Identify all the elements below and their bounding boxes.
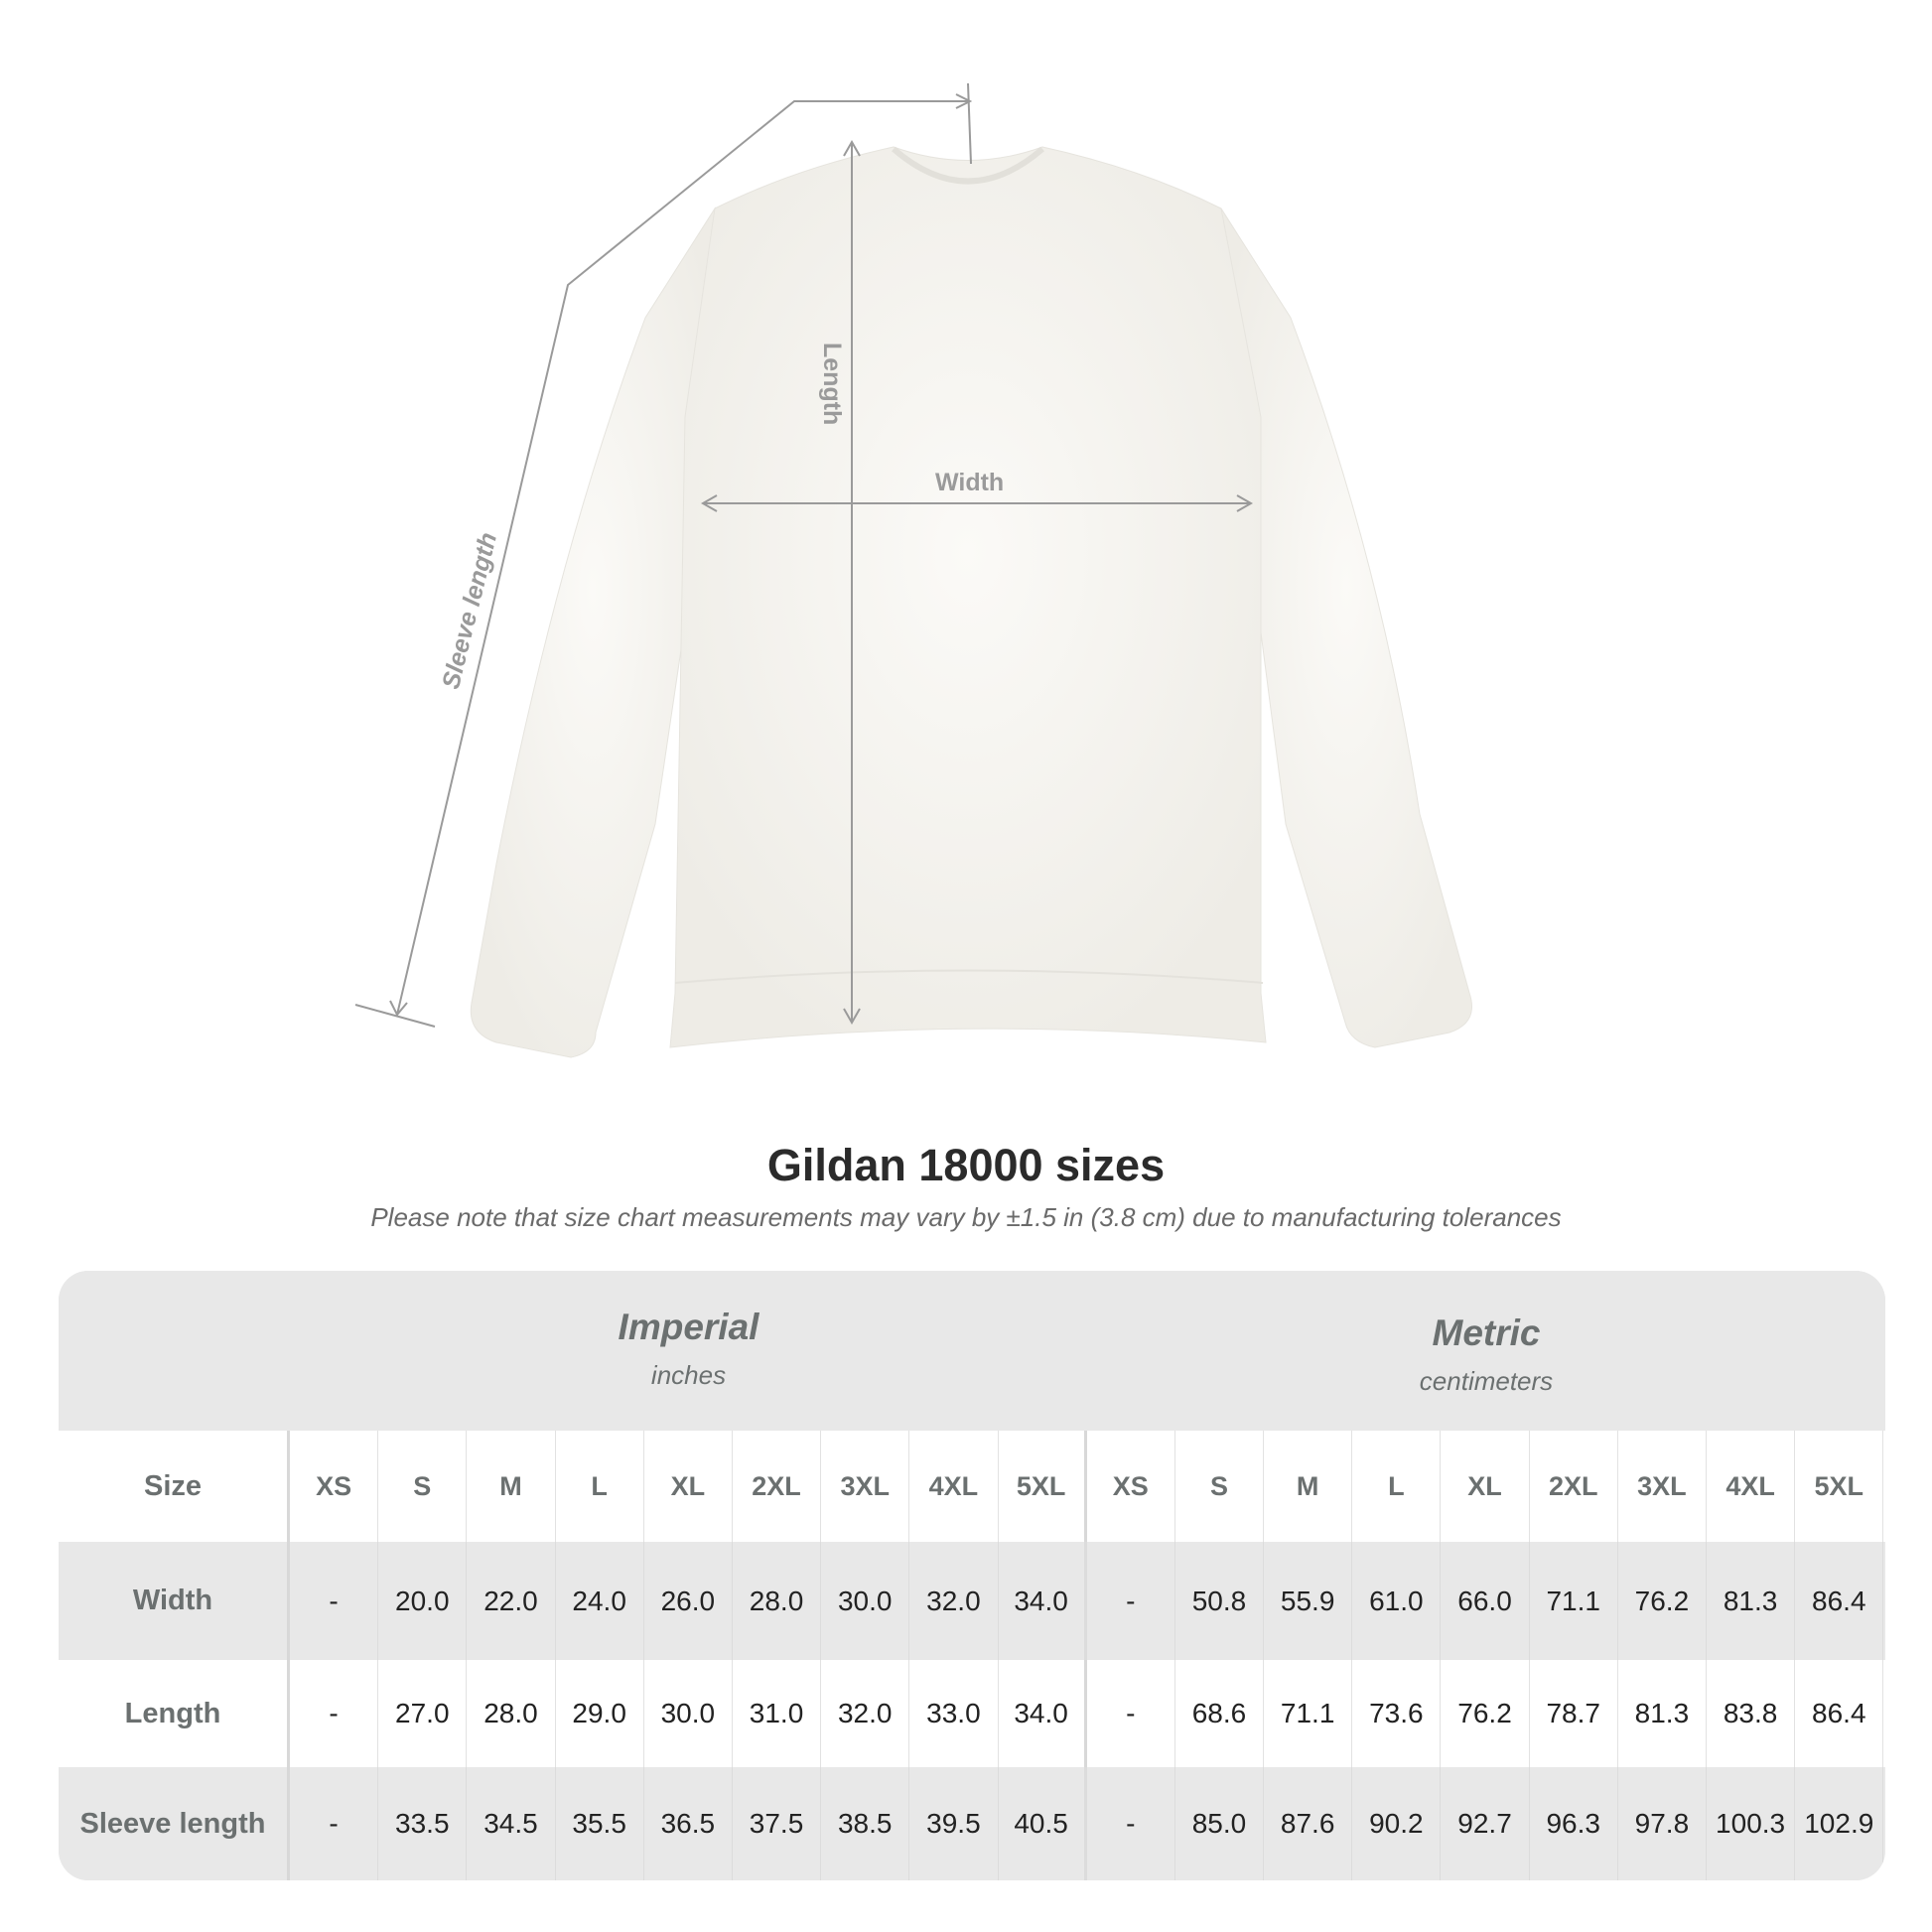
imperial-group: Imperial inches	[290, 1307, 1087, 1391]
size-imperial-2xl: 2XL	[733, 1431, 822, 1542]
size-imperial-l: L	[556, 1431, 644, 1542]
table-row-length: Length -27.0 28.0 29.0 30.0 31.0 32.0 33.0 34.0-…	[59, 1660, 1885, 1767]
table-cell: 76.2	[1618, 1542, 1707, 1660]
size-table: Imperial inches Metric centimeters Size X…	[59, 1271, 1885, 1880]
size-imperial-s: S	[378, 1431, 468, 1542]
imperial-unit: inches	[650, 1360, 727, 1390]
table-cell: -	[1087, 1542, 1175, 1660]
size-imperial-m: M	[467, 1431, 556, 1542]
table-cell: 50.8	[1175, 1542, 1265, 1660]
table-cell: 55.9	[1264, 1542, 1353, 1660]
table-cell: 37.5	[733, 1767, 822, 1880]
table-cell: 71.1	[1264, 1660, 1353, 1767]
table-cell: 61.0	[1352, 1542, 1442, 1660]
size-metric-xl: XL	[1441, 1431, 1530, 1542]
table-cell: 85.0	[1175, 1767, 1265, 1880]
table-cell: 31.0	[733, 1660, 822, 1767]
table-row-sleeve-length: Sleeve length -33.5 34.5 35.5 36.5 37.5 38.5 39…	[59, 1767, 1885, 1880]
page-title: Gildan 18000 sizes	[766, 1140, 1166, 1190]
table-cell: 83.8	[1707, 1660, 1796, 1767]
row-label: Sleeve length	[59, 1767, 290, 1880]
metric-unit: centimeters	[1419, 1366, 1554, 1396]
table-cell: 20.0	[378, 1542, 468, 1660]
table-cell: 33.5	[378, 1767, 468, 1880]
table-row-width: Width -20.0 22.0 24.0 26.0 28.0 30.0 32.0 34.0-5…	[59, 1542, 1885, 1660]
size-header-row: Size XS S M L XL 2XL 3XL 4XL 5XL XS S M L XL 2XL 3XL 4XL 5…	[59, 1431, 1885, 1542]
table-cell: 32.0	[821, 1660, 910, 1767]
table-cell: 68.6	[1175, 1660, 1265, 1767]
table-cell: 34.5	[467, 1767, 556, 1880]
table-cell: 73.6	[1352, 1660, 1442, 1767]
metric-group: Metric centimeters	[1087, 1312, 1885, 1397]
table-cell: 78.7	[1530, 1660, 1618, 1767]
table-cell: -	[290, 1767, 379, 1880]
size-metric-m: M	[1264, 1431, 1353, 1542]
size-imperial-3xl: 3XL	[821, 1431, 910, 1542]
size-imperial-xl: XL	[644, 1431, 733, 1542]
width-label: Width	[935, 469, 1005, 496]
size-imperial-4xl: 4XL	[909, 1431, 999, 1542]
metric-heading: Metric	[1432, 1312, 1541, 1353]
table-cell: 90.2	[1352, 1767, 1442, 1880]
table-cell: 38.5	[821, 1767, 910, 1880]
sweatshirt-diagram	[354, 82, 1472, 1058]
table-cell: 29.0	[556, 1660, 644, 1767]
table-cell: 96.3	[1530, 1767, 1618, 1880]
size-metric-3xl: 3XL	[1618, 1431, 1707, 1542]
table-cell: 30.0	[821, 1542, 910, 1660]
table-cell: -	[290, 1542, 379, 1660]
table-cell: 100.3	[1707, 1767, 1796, 1880]
table-cell: 71.1	[1530, 1542, 1618, 1660]
size-imperial-5xl: 5XL	[999, 1431, 1087, 1542]
table-cell: 27.0	[378, 1660, 468, 1767]
table-cell: 30.0	[644, 1660, 733, 1767]
left-sleeve	[470, 207, 716, 1058]
table-cell: 66.0	[1441, 1542, 1530, 1660]
table-cell: 34.0	[999, 1660, 1087, 1767]
size-metric-l: L	[1352, 1431, 1442, 1542]
table-cell: 28.0	[733, 1542, 822, 1660]
table-cell: 40.5	[999, 1767, 1087, 1880]
table-cell: 32.0	[909, 1542, 999, 1660]
table-cell: -	[1087, 1660, 1175, 1767]
measurement-lines	[354, 82, 1254, 1028]
size-metric-s: S	[1175, 1431, 1265, 1542]
tolerance-note: Please note that size chart measurements…	[370, 1202, 1562, 1232]
size-metric-5xl: 5XL	[1795, 1431, 1884, 1542]
table-cell: 81.3	[1707, 1542, 1796, 1660]
table-cell: 81.3	[1618, 1660, 1707, 1767]
sweatshirt-body	[669, 146, 1267, 1048]
table-cell: 22.0	[467, 1542, 556, 1660]
table-cell: -	[290, 1660, 379, 1767]
table-cell: 24.0	[556, 1542, 644, 1660]
table-cell: 92.7	[1441, 1767, 1530, 1880]
table-cell: 76.2	[1441, 1660, 1530, 1767]
table-cell: 87.6	[1264, 1767, 1353, 1880]
row-label: Width	[59, 1542, 290, 1660]
waistband	[674, 969, 1264, 984]
table-cell: 102.9	[1795, 1767, 1884, 1880]
row-label: Length	[59, 1660, 290, 1767]
table-cell: 86.4	[1795, 1660, 1884, 1767]
unit-header: Imperial inches Metric centimeters	[59, 1271, 1885, 1431]
table-cell: 39.5	[909, 1767, 999, 1880]
imperial-heading: Imperial	[618, 1307, 759, 1347]
table-cell: -	[1087, 1767, 1175, 1880]
size-metric-xs: XS	[1087, 1431, 1175, 1542]
right-sleeve	[1220, 207, 1472, 1048]
size-metric-4xl: 4XL	[1707, 1431, 1796, 1542]
collar	[892, 146, 1044, 185]
size-imperial-xs: XS	[290, 1431, 379, 1542]
size-metric-2xl: 2XL	[1530, 1431, 1618, 1542]
table-cell: 28.0	[467, 1660, 556, 1767]
length-label: Length	[818, 343, 846, 426]
table-cell: 33.0	[909, 1660, 999, 1767]
table-cell: 34.0	[999, 1542, 1087, 1660]
size-label: Size	[59, 1431, 290, 1542]
table-cell: 97.8	[1618, 1767, 1707, 1880]
table-cell: 26.0	[644, 1542, 733, 1660]
table-cell: 36.5	[644, 1767, 733, 1880]
table-cell: 35.5	[556, 1767, 644, 1880]
table-cell: 86.4	[1795, 1542, 1884, 1660]
